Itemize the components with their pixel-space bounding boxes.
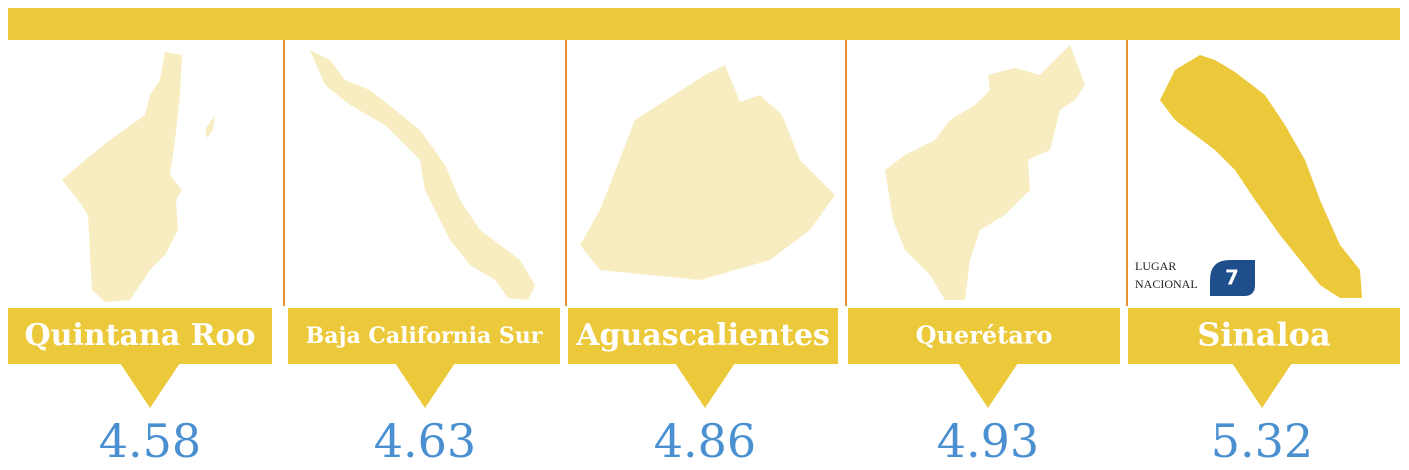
label-box: [8, 308, 272, 364]
state-value: 4.86: [654, 414, 756, 468]
top-bar: [8, 8, 1400, 40]
state-value: 5.32: [1211, 414, 1313, 468]
state-name: Aguascalientes: [575, 318, 830, 353]
label-box: [1128, 308, 1400, 364]
map-quintana-roo: [62, 52, 215, 302]
state-name: Sinaloa: [1197, 316, 1331, 354]
map-baja-california-sur: [310, 50, 535, 300]
state-name: Querétaro: [916, 321, 1053, 350]
badge-line1: LUGAR: [1135, 259, 1176, 273]
map-aguascalientes: [580, 65, 835, 280]
pointer: [675, 363, 735, 408]
label-box: [848, 308, 1120, 364]
badge-line2: NACIONAL: [1135, 277, 1198, 291]
map-queretaro: [885, 45, 1085, 300]
pointer: [1232, 363, 1292, 408]
state-name: Quintana Roo: [24, 318, 255, 353]
label-box: [288, 308, 560, 364]
badge-rank: 7: [1225, 266, 1239, 290]
map-sinaloa: [1160, 55, 1362, 298]
pointer: [395, 363, 455, 408]
state-name: Baja California Sur: [306, 323, 543, 349]
pointer: [958, 363, 1018, 408]
state-value: 4.58: [99, 414, 201, 468]
pointer: [120, 363, 180, 408]
state-value: 4.63: [374, 414, 476, 468]
dividers: [283, 40, 1128, 306]
badge-shape: [1210, 260, 1255, 296]
state-value: 4.93: [937, 414, 1039, 468]
label-box: [568, 308, 838, 364]
